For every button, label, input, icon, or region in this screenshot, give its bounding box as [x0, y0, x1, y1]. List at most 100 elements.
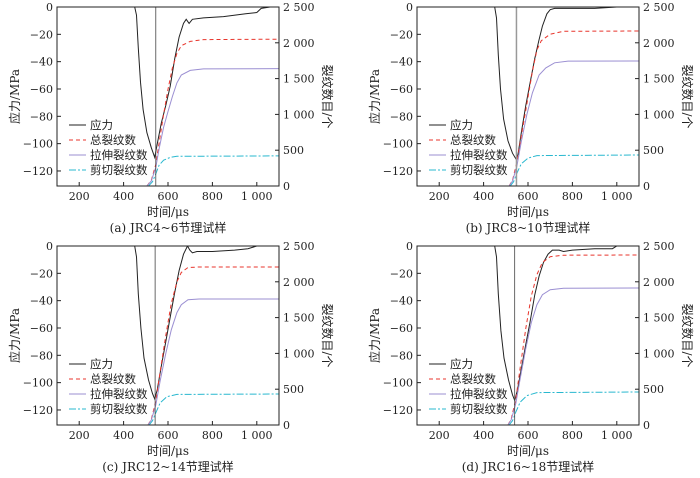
series-line-tension-cracks [507, 287, 639, 425]
series-line-shear-cracks [509, 154, 639, 186]
x-tick-label: 1 000 [241, 429, 272, 442]
y-tick-label: −120 [383, 165, 413, 178]
panel-caption: (b) JRC8~10节理试样 [466, 220, 591, 235]
y-tick-label: −100 [383, 377, 413, 390]
y-tick-label: 0 [406, 240, 413, 253]
legend-label: 剪切裂纹数 [90, 163, 148, 177]
x-axis-label: 时间/μs [507, 444, 549, 458]
y2-tick-label: 2 000 [643, 37, 675, 50]
x-tick-label: 400 [473, 429, 494, 442]
y-tick-label: −40 [30, 56, 53, 69]
y-tick-label: −40 [390, 295, 413, 308]
x-tick-label: 800 [202, 190, 223, 203]
y-tick-label: −20 [390, 28, 413, 41]
x-tick-label: 800 [562, 190, 583, 203]
y2-tick-label: 1 000 [283, 108, 315, 121]
x-tick-label: 800 [202, 429, 223, 442]
y-tick-label: −80 [30, 349, 53, 362]
y-tick-label: −80 [390, 349, 413, 362]
y-tick-label: −60 [390, 322, 413, 335]
y2-tick-label: 1 500 [643, 73, 675, 86]
series-line-tension-cracks [147, 298, 279, 425]
x-tick-label: 1 000 [241, 190, 272, 203]
y2-tick-label: 0 [643, 419, 650, 432]
series-line-stress [57, 7, 279, 160]
y2-tick-label: 0 [283, 180, 290, 193]
y2-tick-label: 2 000 [283, 37, 315, 50]
series-line-tension-cracks [508, 60, 639, 186]
y2-tick-label: 2 500 [283, 240, 315, 253]
series-line-total-cracks [146, 38, 279, 186]
y2-axis-label: 裂纹数目/个 [680, 303, 695, 367]
y2-axis-label: 裂纹数目/个 [680, 64, 695, 128]
legend-label: 拉伸裂纹数 [90, 387, 148, 401]
panel-caption: (c) JRC12~14节理试样 [102, 459, 234, 474]
legend-label: 拉伸裂纹数 [450, 387, 508, 401]
y-tick-label: −20 [30, 267, 53, 280]
y-tick-label: −80 [390, 110, 413, 123]
series-line-stress [417, 246, 639, 402]
legend-label: 总裂纹数 [90, 133, 136, 147]
y2-axis-label: 裂纹数目/个 [320, 64, 335, 128]
y-axis-label: 应力/MPa [7, 69, 22, 124]
y2-tick-label: 1 000 [283, 347, 315, 360]
y2-tick-label: 1 000 [643, 108, 675, 121]
y-tick-label: −20 [390, 267, 413, 280]
series-line-shear-cracks [148, 155, 279, 186]
legend-label: 应力 [90, 357, 113, 371]
series-line-stress [417, 7, 639, 160]
y2-tick-label: 500 [283, 144, 304, 157]
y2-tick-label: 1 500 [283, 312, 315, 325]
y2-tick-label: 500 [643, 383, 664, 396]
y2-tick-label: 500 [643, 144, 664, 157]
series-line-tension-cracks [146, 68, 279, 186]
y-tick-label: −40 [30, 295, 53, 308]
y-tick-label: −120 [23, 165, 53, 178]
x-tick-label: 400 [113, 429, 134, 442]
legend-label: 应力 [450, 118, 473, 132]
y-tick-label: −100 [23, 138, 53, 151]
x-tick-label: 1 000 [601, 190, 633, 203]
legend-label: 总裂纹数 [90, 372, 136, 386]
y-axis-label: 应力/MPa [367, 308, 382, 363]
x-tick-label: 200 [69, 429, 90, 442]
y-tick-label: 0 [406, 1, 413, 14]
chart-panel: 200 400 600 800 1 000 0 −20 −40 −60 −80 −100 −120 0 5… [367, 240, 695, 474]
panel-caption: (d) JRC16~18节理试样 [462, 459, 594, 474]
y2-axis-label: 裂纹数目/个 [320, 303, 335, 367]
y-axis-label: 应力/MPa [367, 69, 382, 124]
x-tick-label: 600 [158, 429, 179, 442]
legend-label: 应力 [450, 357, 473, 371]
x-axis-label: 时间/μs [147, 444, 189, 458]
series-line-shear-cracks [508, 391, 639, 425]
x-tick-label: 200 [429, 190, 450, 203]
x-tick-label: 600 [158, 190, 179, 203]
y-tick-label: −120 [383, 404, 413, 417]
y2-tick-label: 1 500 [283, 73, 315, 86]
x-tick-label: 400 [113, 190, 134, 203]
legend-label: 总裂纹数 [450, 133, 496, 147]
legend-label: 拉伸裂纹数 [90, 148, 148, 162]
legend-label: 剪切裂纹数 [450, 402, 508, 416]
x-axis-label: 时间/μs [507, 205, 549, 219]
chart-panel: 200 400 600 800 1 000 0 −20 −40 −60 −80 −100 −120 0 5… [7, 240, 335, 474]
x-tick-label: 600 [518, 429, 539, 442]
y2-tick-label: 2 000 [643, 276, 675, 289]
y2-tick-label: 1 500 [643, 312, 675, 325]
x-tick-label: 600 [518, 190, 539, 203]
x-tick-label: 200 [429, 429, 450, 442]
legend-label: 剪切裂纹数 [90, 402, 148, 416]
chart-panel: 200 400 600 800 1 000 0 −20 −40 −60 −80 −100 −120 0 5… [367, 1, 695, 235]
y-tick-label: 0 [46, 1, 53, 14]
y2-tick-label: 0 [283, 419, 290, 432]
y2-tick-label: 2 000 [283, 276, 315, 289]
y2-tick-label: 0 [643, 180, 650, 193]
y-tick-label: −100 [383, 138, 413, 151]
y2-tick-label: 2 500 [283, 1, 315, 14]
chart-panel: 200 400 600 800 1 000 0 −20 −40 −60 −80 −100 −120 0 5… [7, 1, 335, 235]
